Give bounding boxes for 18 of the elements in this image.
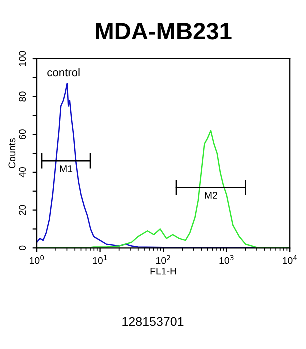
- x-tick-label: 10$^{3}$: [220, 255, 234, 264]
- x-tick-label: 10$^{1}$: [93, 255, 108, 264]
- y-tick-label: 40: [19, 167, 26, 178]
- legend-label: M1: [60, 166, 73, 172]
- text: 128153701: [122, 317, 184, 326]
- annotation: control: [48, 68, 80, 77]
- chart-title: MDA-MB231: [96, 23, 232, 40]
- y-tick-label: 80: [19, 92, 26, 102]
- y-tick-label: 100: [19, 51, 26, 66]
- x-tick-label: 10$^{4}$: [283, 255, 298, 264]
- y-tick-label: 0: [19, 246, 26, 250]
- x-tick-label: 10$^{0}$: [30, 255, 44, 264]
- x-tick-label: 10$^{2}$: [156, 255, 170, 264]
- y-axis-title: Counts: [8, 138, 16, 168]
- y-tick-label: 60: [19, 130, 26, 140]
- y-tick-label: 20: [19, 205, 26, 216]
- x-axis-title: FL1-H: [150, 268, 176, 275]
- series-label: M2: [205, 192, 218, 199]
